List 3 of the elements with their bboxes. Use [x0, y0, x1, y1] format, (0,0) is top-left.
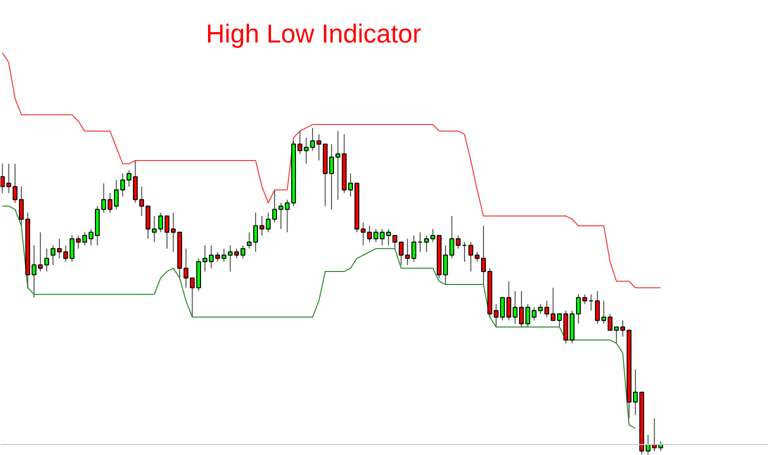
- candlestick: [456, 235, 461, 250]
- chart-title: High Low Indicator: [206, 18, 422, 48]
- candlestick: [468, 242, 474, 272]
